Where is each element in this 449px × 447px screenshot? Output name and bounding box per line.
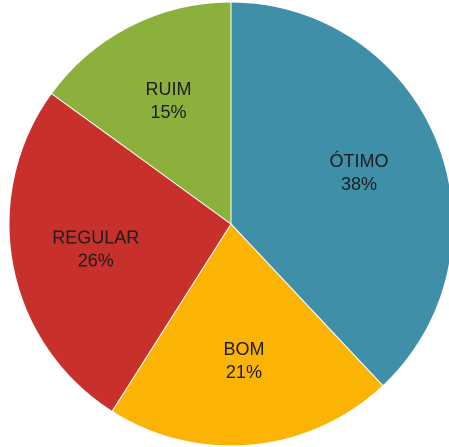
slice-value: 26% <box>78 251 114 271</box>
pie-slice <box>8 92 232 413</box>
pie-slice <box>50 1 232 225</box>
slice-label: BOM <box>223 339 264 359</box>
slice-value: 21% <box>226 362 262 382</box>
slice-label: ÓTIMO <box>329 150 388 171</box>
slice-value: 15% <box>150 102 186 122</box>
pie-slice <box>111 223 384 447</box>
slice-value: 38% <box>341 174 377 194</box>
pie-slice <box>230 1 449 387</box>
slice-label: RUIM <box>146 79 192 99</box>
slice-label: REGULAR <box>52 228 139 248</box>
